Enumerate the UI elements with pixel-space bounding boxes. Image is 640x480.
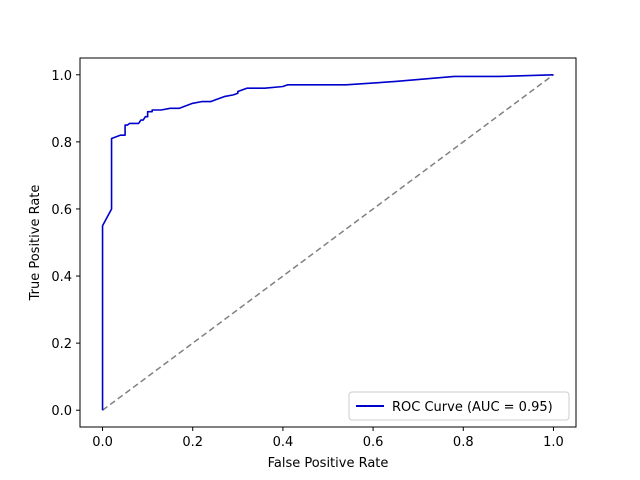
x-tick-label: 0.2 bbox=[182, 435, 203, 450]
x-tick-label: 0.4 bbox=[273, 435, 294, 450]
axes-frame bbox=[79, 57, 577, 428]
y-axis-label: True Positive Rate bbox=[28, 185, 43, 302]
roc-curve-line bbox=[101, 73, 554, 411]
y-tick-label: 1.0 bbox=[51, 69, 72, 84]
x-axis-label: False Positive Rate bbox=[268, 456, 389, 471]
chance-diagonal-line bbox=[102, 74, 554, 411]
plot-lines bbox=[101, 73, 554, 411]
y-tick-label: 0.8 bbox=[51, 136, 72, 151]
legend-label: ROC Curve (AUC = 0.95) bbox=[392, 400, 553, 415]
y-tick-label: 0.4 bbox=[51, 270, 72, 285]
y-tick-label: 0.0 bbox=[51, 404, 72, 419]
x-tick-label: 0.8 bbox=[453, 435, 474, 450]
legend-box bbox=[348, 391, 570, 421]
y-tick-label: 0.2 bbox=[51, 337, 72, 352]
y-tick-label: 0.6 bbox=[51, 203, 72, 218]
legend: ROC Curve (AUC = 0.95) bbox=[348, 391, 570, 421]
y-ticks: 0.0 0.2 0.4 0.6 0.8 1.0 bbox=[51, 69, 80, 419]
x-tick-label: 1.0 bbox=[543, 435, 564, 450]
x-ticks: 0.0 0.2 0.4 0.6 0.8 1.0 bbox=[92, 427, 564, 450]
x-tick-label: 0.6 bbox=[363, 435, 384, 450]
x-tick-label: 0.0 bbox=[92, 435, 113, 450]
